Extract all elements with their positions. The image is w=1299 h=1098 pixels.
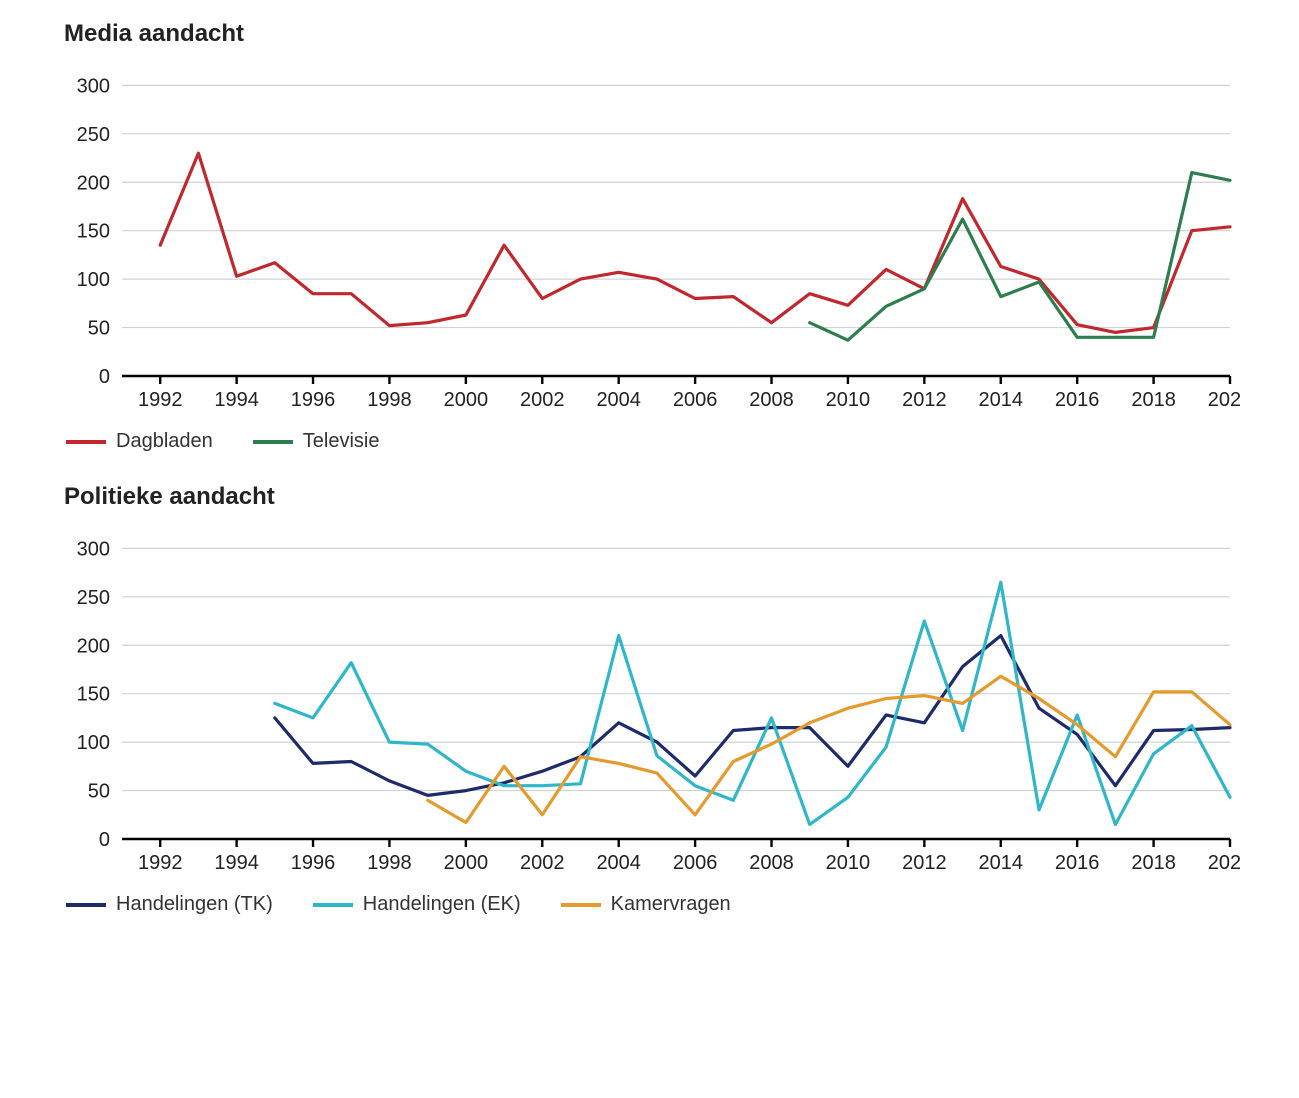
x-tick-label: 2002 xyxy=(520,389,565,411)
y-tick-label: 0 xyxy=(99,366,110,388)
legend-swatch xyxy=(561,903,601,907)
x-tick-label: 1992 xyxy=(138,852,183,874)
x-tick-label: 2020 xyxy=(1208,852,1240,874)
x-tick-label: 1998 xyxy=(367,389,412,411)
x-tick-label: 2012 xyxy=(902,389,947,411)
legend-item-kamervragen: Kamervragen xyxy=(561,893,731,916)
x-tick-label: 2016 xyxy=(1055,852,1100,874)
x-tick-label: 2006 xyxy=(673,852,718,874)
x-tick-label: 2006 xyxy=(673,389,718,411)
legend-item-handelingen-tk: Handelingen (TK) xyxy=(66,893,273,916)
media-chart-title: Media aandacht xyxy=(64,20,1240,48)
y-tick-label: 150 xyxy=(77,221,110,243)
series-televisie xyxy=(810,173,1230,341)
x-tick-label: 2008 xyxy=(749,389,794,411)
x-tick-label: 2010 xyxy=(826,852,871,874)
legend-item-dagbladen: Dagbladen xyxy=(66,430,213,453)
legend-item-handelingen-ek: Handelingen (EK) xyxy=(313,893,521,916)
x-tick-label: 2002 xyxy=(520,852,565,874)
legend-item-televisie: Televisie xyxy=(253,430,380,453)
legend-swatch xyxy=(313,903,353,907)
politiek-chart-svg: 0 50 100 150 200 250 300 1992 1994 1996 1998 2000 20… xyxy=(60,519,1240,879)
media-chart-legend: Dagbladen Televisie xyxy=(66,430,1240,453)
x-tick-label: 1998 xyxy=(367,852,412,874)
x-tick-label: 2012 xyxy=(902,852,947,874)
y-tick-label: 200 xyxy=(77,635,110,657)
series-dagbladen xyxy=(160,153,1230,332)
media-chart-svg: 0 50 100 150 200 250 300 1992 1994 1996 1998 2000 20… xyxy=(60,56,1240,416)
x-tick-label: 1996 xyxy=(291,389,336,411)
legend-label: Televisie xyxy=(303,430,380,453)
legend-label: Dagbladen xyxy=(116,430,213,453)
x-tick-label: 2008 xyxy=(749,852,794,874)
y-tick-label: 100 xyxy=(77,732,110,754)
x-tick-label: 2016 xyxy=(1055,389,1100,411)
y-tick-label: 100 xyxy=(77,269,110,291)
y-tick-label: 50 xyxy=(88,318,110,340)
x-tick-label: 2014 xyxy=(979,852,1024,874)
y-tick-label: 250 xyxy=(77,587,110,609)
x-tick-label: 2000 xyxy=(444,852,489,874)
media-chart-block: Media aandacht 0 50 100 150 200 250 300 1992 199… xyxy=(60,20,1240,453)
y-tick-label: 200 xyxy=(77,172,110,194)
x-tick-label: 2000 xyxy=(444,389,489,411)
series-handelingen-tk xyxy=(275,636,1230,796)
y-tick-label: 250 xyxy=(77,124,110,146)
x-tick-label: 2004 xyxy=(596,389,641,411)
x-tick-label: 2018 xyxy=(1131,852,1176,874)
x-tick-label: 2004 xyxy=(596,852,641,874)
y-tick-label: 0 xyxy=(99,829,110,851)
legend-label: Handelingen (TK) xyxy=(116,893,273,916)
x-tick-label: 1996 xyxy=(291,852,336,874)
x-tick-label: 2018 xyxy=(1131,389,1176,411)
politiek-chart-title: Politieke aandacht xyxy=(64,483,1240,511)
x-tick-label: 2010 xyxy=(826,389,871,411)
politiek-chart-block: Politieke aandacht 0 50 100 150 200 250 300 199… xyxy=(60,483,1240,916)
x-tick-label: 1992 xyxy=(138,389,183,411)
x-tick-label: 1994 xyxy=(214,852,259,874)
series-handelingen-ek xyxy=(275,582,1230,824)
page: Media aandacht 0501001502002503001992199… xyxy=(0,0,1299,1098)
x-tick-label: 1994 xyxy=(214,389,259,411)
y-tick-label: 300 xyxy=(77,538,110,560)
legend-label: Handelingen (EK) xyxy=(363,893,521,916)
x-tick-label: 2014 xyxy=(979,389,1024,411)
y-tick-label: 150 xyxy=(77,684,110,706)
x-tick-label: 2020 xyxy=(1208,389,1240,411)
series-kamervragen xyxy=(428,676,1230,822)
legend-swatch xyxy=(66,903,106,907)
legend-swatch xyxy=(66,440,106,444)
legend-label: Kamervragen xyxy=(611,893,731,916)
y-tick-label: 300 xyxy=(77,75,110,97)
politiek-chart-legend: Handelingen (TK) Handelingen (EK) Kamervra… xyxy=(66,893,1240,916)
legend-swatch xyxy=(253,440,293,444)
y-tick-label: 50 xyxy=(88,781,110,803)
